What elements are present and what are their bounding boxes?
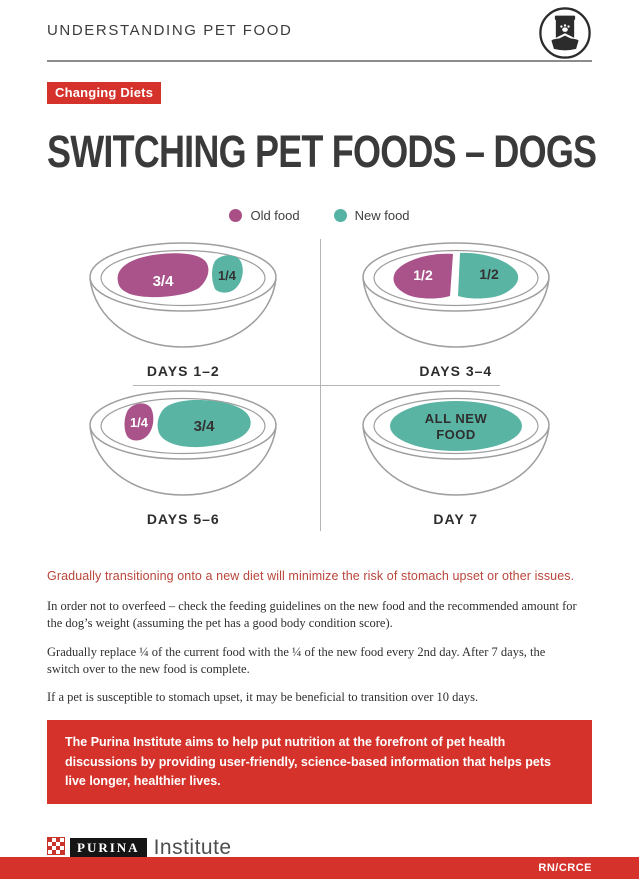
bowl-diagram-grid: 3/4 1/4 DAYS 1–2 1/2 1/2 DAYS 3–4 xyxy=(47,237,592,533)
legend-label-new: New food xyxy=(354,208,410,223)
legend: Old food New food xyxy=(47,208,592,223)
lead-sentence: Gradually transitioning onto a new diet … xyxy=(47,569,575,583)
new-food-dot-icon xyxy=(333,209,347,222)
bowl-days-3-4: 1/2 1/2 DAYS 3–4 xyxy=(320,237,593,385)
purina-institute-callout: The Purina Institute aims to help put nu… xyxy=(47,720,592,805)
old-food-dot-icon xyxy=(229,209,243,222)
bowl-caption: DAYS 1–2 xyxy=(146,363,220,379)
bowl-caption: DAYS 3–4 xyxy=(419,363,493,379)
header-title: UNDERSTANDING PET FOOD xyxy=(47,22,293,39)
bowl-days-1-2: 3/4 1/4 DAYS 1–2 xyxy=(47,237,320,385)
paragraph-sensitive-stomach: If a pet is susceptible to stomach upset… xyxy=(47,690,479,704)
pet-food-bag-and-bowl-icon xyxy=(538,6,592,65)
bowl-caption: DAYS 5–6 xyxy=(146,511,220,527)
bowl-illustration-days-3-4: 1/2 1/2 xyxy=(362,242,550,348)
portion-label-old: 1/2 xyxy=(413,267,433,283)
all-new-food-label-line2: FOOD xyxy=(436,427,476,442)
legend-label-old: Old food xyxy=(250,208,300,223)
purina-checkerboard-icon xyxy=(47,836,65,860)
all-new-food-label-line1: ALL NEW xyxy=(425,411,488,426)
section-badge: Changing Diets xyxy=(47,82,162,104)
institute-wordmark: Institute xyxy=(153,836,232,860)
portion-label-old: 1/4 xyxy=(130,415,149,430)
portion-label-new: 3/4 xyxy=(194,418,216,435)
legend-item-old-food: Old food xyxy=(229,208,300,223)
footer-code-bar: RN/CRCE xyxy=(0,857,639,879)
bowl-illustration-day-7: ALL NEW FOOD xyxy=(362,390,550,496)
bowl-caption: DAY 7 xyxy=(433,511,479,527)
horizontal-divider xyxy=(133,385,500,386)
bowl-illustration-days-1-2: 3/4 1/4 xyxy=(89,242,277,348)
bowl-day-7: ALL NEW FOOD DAY 7 xyxy=(320,385,593,533)
portion-label-new: 1/4 xyxy=(218,268,237,283)
purina-wordmark: PURINA xyxy=(70,837,147,859)
page-title: SWITCHING PET FOODS – DOGS xyxy=(47,126,597,177)
paragraph-replace-quarter: Gradually replace ¼ of the current food … xyxy=(47,644,546,676)
document-code: RN/CRCE xyxy=(538,862,592,874)
body-copy: In order not to overfeed – check the fee… xyxy=(47,598,592,706)
paragraph-feeding-guidelines: In order not to overfeed – check the fee… xyxy=(47,599,577,631)
bowl-days-5-6: 1/4 3/4 DAYS 5–6 xyxy=(47,385,320,533)
legend-item-new-food: New food xyxy=(333,208,410,223)
portion-label-new: 1/2 xyxy=(479,266,499,282)
bowl-illustration-days-5-6: 1/4 3/4 xyxy=(89,390,277,496)
page-header: UNDERSTANDING PET FOOD xyxy=(47,0,592,62)
portion-label-old: 3/4 xyxy=(153,273,175,290)
